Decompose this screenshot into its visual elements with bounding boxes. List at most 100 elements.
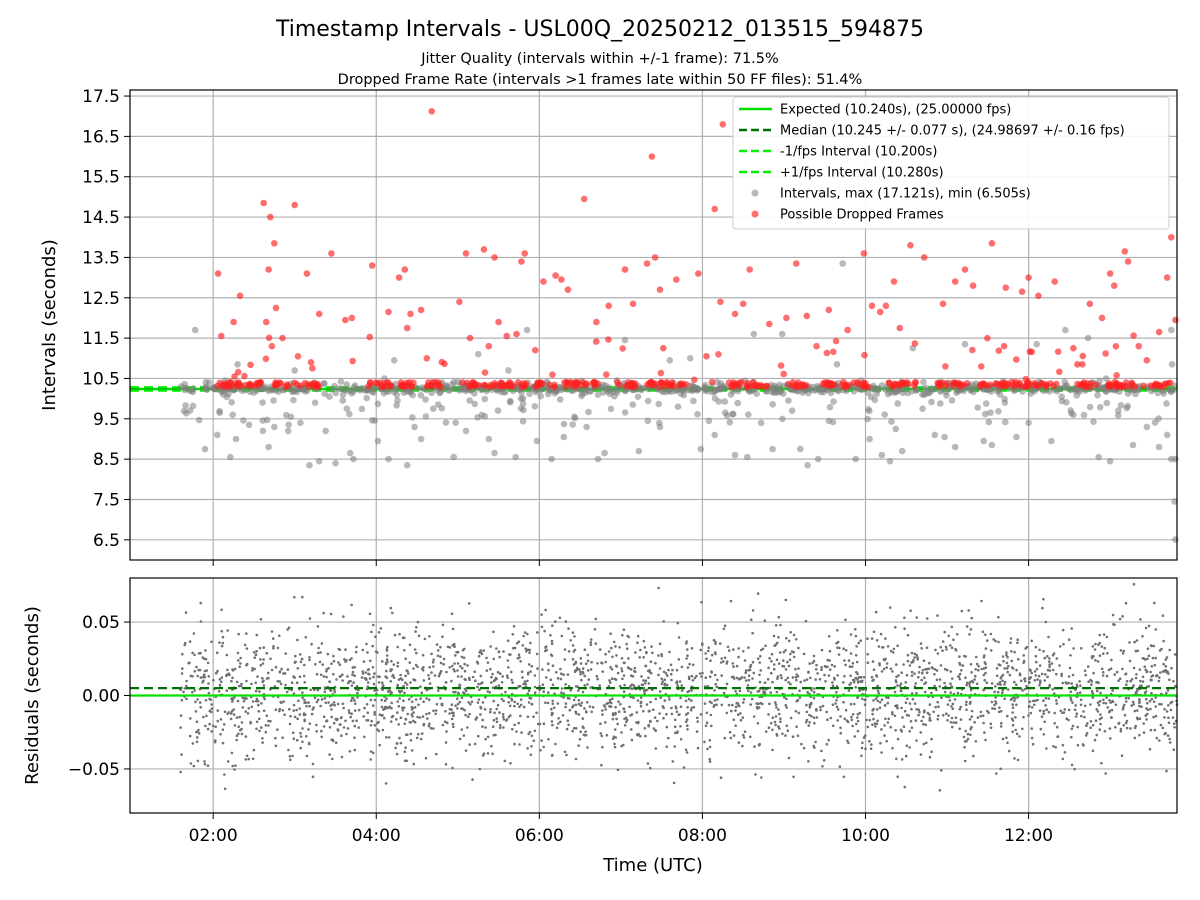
- residual-point: [1111, 613, 1115, 617]
- residual-point: [1144, 626, 1148, 630]
- residual-point: [920, 719, 923, 723]
- residual-point: [872, 630, 876, 634]
- residual-point: [527, 663, 531, 666]
- interval-point: [259, 427, 267, 435]
- residual-point: [855, 670, 858, 674]
- residual-point: [876, 699, 880, 703]
- residual-point: [450, 717, 454, 721]
- residual-point: [1022, 659, 1026, 663]
- dropped-frame-point: [417, 306, 425, 314]
- residual-point: [861, 741, 864, 745]
- residual-point: [943, 667, 947, 671]
- residual-point: [331, 757, 334, 761]
- residual-point: [650, 645, 653, 648]
- residual-point: [710, 653, 714, 657]
- residual-point: [440, 703, 444, 707]
- intervals-y-ticks: 6.57.58.59.510.511.512.513.514.515.516.5…: [82, 87, 130, 551]
- residual-point: [276, 680, 280, 683]
- residual-point: [1138, 717, 1142, 720]
- residual-point: [373, 713, 377, 716]
- residual-point: [1011, 667, 1015, 670]
- residual-point: [610, 646, 613, 650]
- residual-point: [307, 701, 310, 704]
- residual-point: [533, 691, 537, 694]
- residual-point: [485, 656, 488, 660]
- residual-point: [501, 713, 505, 716]
- residual-point: [783, 696, 786, 699]
- residual-point: [1069, 698, 1073, 702]
- interval-point: [852, 455, 859, 463]
- residual-point: [1052, 692, 1056, 695]
- residual-point: [502, 650, 505, 653]
- interval-point: [1055, 386, 1062, 393]
- residual-point: [580, 678, 583, 682]
- dropped-frame-point: [407, 310, 414, 318]
- residual-point: [404, 681, 407, 684]
- residual-point: [1013, 650, 1016, 654]
- residual-point: [399, 677, 403, 680]
- dropped-frame-point: [428, 108, 436, 115]
- residual-point: [255, 633, 259, 637]
- residual-point: [1056, 735, 1059, 738]
- residual-point: [674, 705, 678, 708]
- residual-point: [431, 660, 435, 664]
- residual-point: [1036, 698, 1039, 702]
- dropped-frame-point: [665, 382, 673, 389]
- interval-point: [1154, 389, 1162, 397]
- residual-point: [812, 696, 816, 700]
- residual-point: [1157, 679, 1161, 683]
- residual-point: [659, 696, 662, 699]
- residual-point: [660, 682, 664, 686]
- residual-point: [363, 706, 366, 710]
- residual-point: [888, 606, 892, 609]
- residual-point: [563, 648, 567, 651]
- residual-point: [620, 669, 624, 673]
- residual-point: [382, 708, 385, 711]
- residual-point: [366, 651, 369, 654]
- residual-point: [361, 670, 365, 673]
- residual-point: [1127, 696, 1130, 700]
- residual-point: [883, 734, 886, 737]
- residual-point: [324, 701, 328, 705]
- residual-point: [427, 724, 431, 728]
- residual-point: [994, 696, 997, 699]
- residual-point: [1038, 709, 1042, 712]
- residual-point: [412, 719, 415, 723]
- residual-point: [973, 678, 976, 681]
- residual-point: [877, 645, 881, 648]
- interval-point: [829, 418, 837, 426]
- residual-point: [1015, 732, 1019, 736]
- residual-point: [252, 748, 256, 752]
- dropped-frame-point: [614, 378, 621, 386]
- interval-point: [560, 420, 568, 428]
- residual-point: [947, 714, 950, 717]
- residual-point: [254, 689, 258, 693]
- residual-point: [193, 689, 196, 692]
- residual-point: [518, 705, 521, 708]
- residual-point: [1028, 676, 1032, 680]
- residual-point: [1016, 758, 1020, 762]
- residual-point: [922, 710, 926, 714]
- residual-point: [441, 623, 445, 627]
- residual-point: [305, 704, 308, 708]
- dropped-frame-point: [1110, 282, 1118, 290]
- dropped-frame-point: [1112, 343, 1120, 350]
- residual-point: [794, 709, 798, 713]
- residual-point: [895, 675, 898, 679]
- residual-point: [1152, 644, 1156, 648]
- residual-point: [322, 675, 326, 678]
- residual-point: [408, 643, 412, 647]
- residual-point: [993, 690, 996, 694]
- residual-point: [221, 641, 225, 645]
- residual-point: [705, 721, 709, 724]
- residual-point: [452, 668, 455, 671]
- residual-point: [197, 652, 201, 655]
- residual-point: [476, 662, 480, 665]
- dropped-frame-point: [920, 254, 928, 261]
- residual-point: [891, 746, 894, 750]
- interval-point: [1155, 443, 1163, 451]
- residual-point: [299, 731, 302, 735]
- residual-point: [733, 677, 736, 680]
- interval-point: [216, 407, 223, 415]
- residual-point: [617, 700, 620, 703]
